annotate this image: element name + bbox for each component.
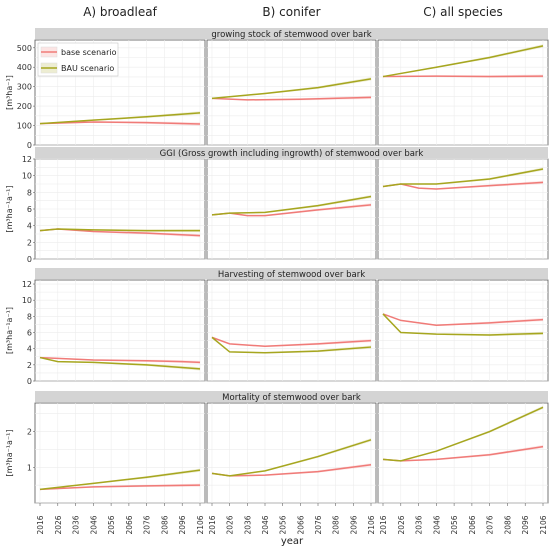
y-tick-label: 12 xyxy=(22,155,32,164)
series-line xyxy=(211,336,372,348)
y-axis-label: [m³ha⁻¹] xyxy=(5,75,14,110)
series-line xyxy=(382,45,544,78)
x-tick-label: 2076 xyxy=(143,515,152,534)
panel-frame xyxy=(377,279,549,382)
x-tick-label: 2016 xyxy=(208,515,217,534)
series-line xyxy=(382,313,544,336)
panel-frame xyxy=(377,402,549,504)
series-line xyxy=(211,78,372,100)
y-tick-label: 0 xyxy=(27,141,32,150)
y-tick-label: 6 xyxy=(27,205,32,214)
y-tick-label: 0 xyxy=(27,255,32,264)
y-axis-label: [m³ha⁻¹a⁻¹] xyxy=(5,430,14,477)
x-tick-label: 2026 xyxy=(54,515,63,534)
series-line xyxy=(211,439,372,477)
column-header: C) all species xyxy=(423,5,503,19)
strip-background xyxy=(35,28,548,39)
y-tick-label: 400 xyxy=(17,63,32,72)
column-header: A) broadleaf xyxy=(83,5,157,19)
y-axis-label: [m³ha⁻¹a⁻¹] xyxy=(5,186,14,233)
series-line xyxy=(211,336,372,354)
y-tick-label: 12 xyxy=(22,280,32,289)
row-strip-label: growing stock of stemwood over bark xyxy=(211,30,371,40)
series-line xyxy=(382,168,544,188)
x-tick-label: 2036 xyxy=(72,515,81,534)
strip-background xyxy=(35,391,548,402)
panel-frame xyxy=(206,402,377,504)
legend-box xyxy=(37,42,119,77)
x-tick-label: 2086 xyxy=(503,515,512,534)
series-line xyxy=(39,228,200,232)
column-header: B) conifer xyxy=(262,5,320,19)
y-tick-label: 500 xyxy=(17,44,32,53)
x-tick-label: 2036 xyxy=(243,515,252,534)
strip-background xyxy=(35,268,548,279)
x-tick-label: 2056 xyxy=(450,515,459,534)
y-tick-label: 4 xyxy=(27,222,32,231)
series-line xyxy=(39,484,201,491)
y-tick-label: 200 xyxy=(17,102,32,111)
y-tick-label: 1 xyxy=(27,463,32,472)
x-tick-label: 2106 xyxy=(196,515,205,534)
x-axis-label: year xyxy=(281,536,304,547)
x-tick-label: 2026 xyxy=(397,515,406,534)
series-line xyxy=(39,356,201,370)
x-tick-label: 2106 xyxy=(539,515,548,534)
y-tick-label: 2 xyxy=(27,428,32,437)
x-tick-label: 2066 xyxy=(296,515,305,534)
y-tick-label: 10 xyxy=(22,296,32,305)
panel-frame xyxy=(34,279,206,382)
series-line xyxy=(211,195,372,216)
y-tick-label: 100 xyxy=(17,122,32,131)
x-tick-label: 2016 xyxy=(36,515,45,534)
legend-label: base scenario xyxy=(61,48,117,57)
y-tick-label: 2 xyxy=(27,361,32,370)
x-tick-label: 2056 xyxy=(107,515,116,534)
x-tick-label: 2096 xyxy=(349,515,358,534)
x-tick-label: 2066 xyxy=(125,515,134,534)
x-tick-label: 2096 xyxy=(521,515,530,534)
x-tick-label: 2076 xyxy=(486,515,495,534)
row-strip-label: Mortality of stemwood over bark xyxy=(222,393,361,403)
panel-frame xyxy=(206,39,377,146)
y-tick-label: 300 xyxy=(17,83,32,92)
y-tick-label: 0 xyxy=(27,377,32,386)
legend-label: BAU scenario xyxy=(61,64,114,73)
series-line xyxy=(382,313,544,327)
x-tick-label: 2096 xyxy=(178,515,187,534)
x-tick-label: 2086 xyxy=(160,515,169,534)
y-tick-label: 2 xyxy=(27,238,32,247)
y-tick-label: 10 xyxy=(22,172,32,181)
y-tick-label: 8 xyxy=(27,188,32,197)
x-tick-label: 2046 xyxy=(432,515,441,534)
x-tick-label: 2016 xyxy=(379,515,388,534)
x-tick-label: 2046 xyxy=(89,515,98,534)
panel-frame xyxy=(206,279,377,382)
panel-frame xyxy=(377,39,549,146)
x-tick-label: 2026 xyxy=(226,515,235,534)
series-line xyxy=(39,469,201,491)
x-tick-label: 2086 xyxy=(332,515,341,534)
row-strip-label: GGI (Gross growth including ingrowth) of… xyxy=(160,149,424,159)
series-line xyxy=(382,406,544,462)
x-tick-label: 2066 xyxy=(468,515,477,534)
strip-background xyxy=(35,147,548,158)
x-tick-label: 2076 xyxy=(314,515,323,534)
x-tick-label: 2056 xyxy=(279,515,288,534)
series-line xyxy=(39,356,201,364)
series-line xyxy=(39,121,201,125)
y-tick-label: 4 xyxy=(27,345,32,354)
series-line xyxy=(39,112,201,125)
x-tick-label: 2106 xyxy=(367,515,376,534)
x-tick-label: 2036 xyxy=(415,515,424,534)
series-line xyxy=(211,96,372,101)
y-tick-label: 6 xyxy=(27,329,32,338)
y-axis-label: [m³ha⁻¹a⁻¹] xyxy=(5,307,14,354)
row-strip-label: Harvesting of stemwood over bark xyxy=(218,270,365,280)
y-tick-label: 8 xyxy=(27,312,32,321)
x-tick-label: 2046 xyxy=(261,515,270,534)
